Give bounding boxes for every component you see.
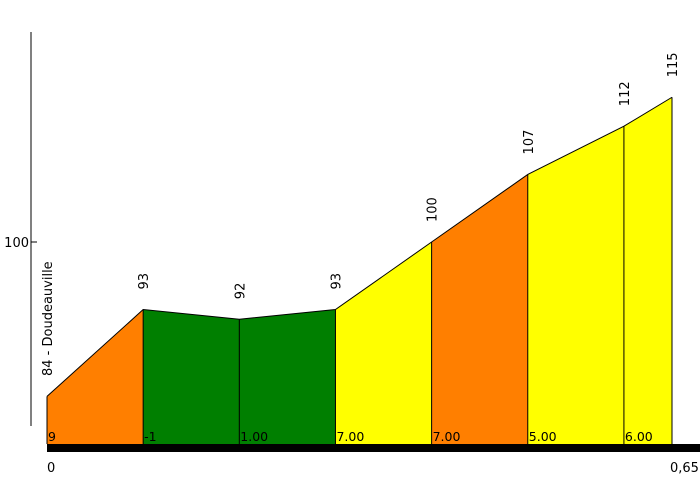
profile-segment: [239, 309, 336, 444]
elevation-label: 100: [426, 197, 441, 222]
axes: 100 0 0,65: [4, 32, 700, 476]
elevation-labels: 93 92 93 100 107 112 115: [137, 52, 681, 299]
grade-label: 7.00: [336, 429, 364, 444]
elevation-label: 93: [329, 273, 344, 290]
profile-segment: [143, 309, 240, 444]
grade-labels: 9 -1 1.00 7.00 7.00 5.00 6.00: [48, 429, 653, 444]
profile-segment: [431, 174, 528, 444]
profile-segment: [47, 309, 144, 444]
distance-baseline-bar: [47, 444, 700, 452]
x-tick-label: 0,65: [670, 461, 699, 476]
profile-segments: [47, 97, 672, 444]
grade-label: 1.00: [240, 429, 268, 444]
y-tick-label: 100: [4, 236, 29, 251]
elevation-label: 115: [666, 52, 681, 77]
profile-segment: [527, 126, 624, 444]
grade-label: 5.00: [529, 429, 557, 444]
grade-label: 6.00: [625, 429, 653, 444]
segment-dividers: [46, 96, 673, 444]
grade-label: 7.00: [433, 429, 461, 444]
profile-segment: [623, 97, 672, 444]
profile-outline: [46, 96, 673, 397]
elevation-label: 93: [137, 273, 152, 290]
grade-label: -1: [144, 429, 156, 444]
elevation-label: 112: [618, 81, 633, 106]
grade-label: 9: [48, 429, 56, 444]
start-location-label: 84 - Doudeauville: [41, 261, 56, 376]
profile-segment: [335, 242, 432, 444]
x-tick-label: 0: [47, 461, 55, 476]
elevation-label: 92: [233, 283, 248, 300]
elevation-label: 107: [522, 130, 537, 155]
